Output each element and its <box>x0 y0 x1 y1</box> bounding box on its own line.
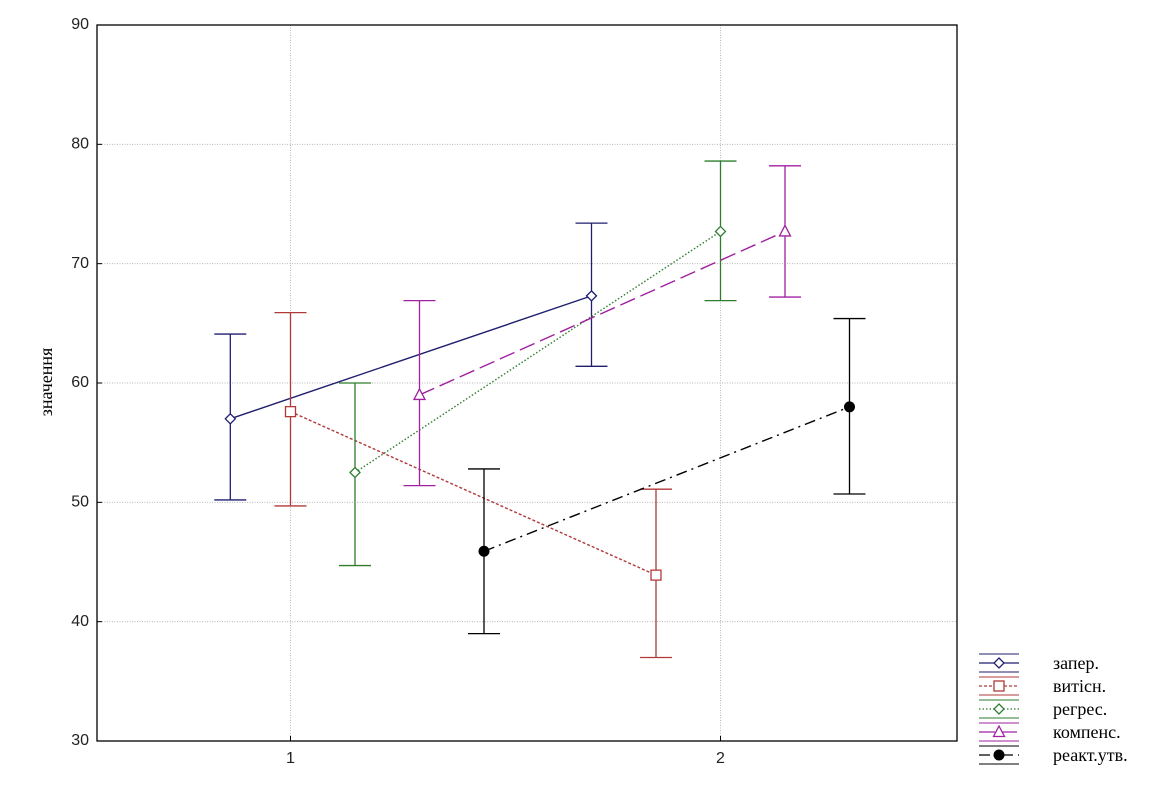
legend-item: регрес. <box>979 699 1107 719</box>
marker <box>585 289 598 302</box>
marker <box>778 224 792 237</box>
marker <box>993 680 1005 692</box>
y-tick-label: 80 <box>71 136 89 153</box>
legend-item: запер. <box>979 653 1099 673</box>
marker <box>993 657 1005 669</box>
y-tick-label: 30 <box>71 732 89 749</box>
legend-label: компенс. <box>1053 722 1121 742</box>
series-3 <box>339 160 737 567</box>
legend-item: витісн. <box>979 676 1106 696</box>
marker <box>844 401 855 413</box>
series-line <box>483 406 850 552</box>
legend-label: витісн. <box>1053 676 1106 696</box>
y-axis-label: значення <box>36 348 56 417</box>
marker <box>349 466 361 479</box>
marker <box>714 225 727 238</box>
plot-area <box>214 160 866 659</box>
series-line <box>354 230 721 474</box>
series-5 <box>468 317 866 635</box>
marker <box>412 387 427 401</box>
series-2 <box>274 311 672 659</box>
axes: 30 40 50 60 70 80 90 1 2 <box>71 16 725 767</box>
series-line <box>419 230 786 396</box>
marker <box>992 724 1006 738</box>
marker <box>478 545 490 557</box>
marker <box>993 749 1005 761</box>
legend-item: компенс. <box>979 722 1121 742</box>
marker <box>650 569 662 581</box>
y-tick-label: 40 <box>71 613 89 630</box>
marker <box>993 703 1005 715</box>
y-tick-label: 70 <box>71 255 89 272</box>
series-4 <box>403 165 801 487</box>
series-line <box>290 411 657 576</box>
x-tick-label: 1 <box>286 750 295 767</box>
legend-item: реакт.утв. <box>979 745 1128 765</box>
legend-label: реакт.утв. <box>1053 745 1128 765</box>
marker <box>224 412 237 425</box>
y-axis-label-box: значення <box>27 297 69 467</box>
x-tick-label: 2 <box>716 750 725 767</box>
legend-label: запер. <box>1053 653 1099 673</box>
y-tick-label: 50 <box>71 494 89 511</box>
legend-label: регрес. <box>1053 699 1107 719</box>
legend: запер. витісн. регрес. компенс. реакт.утв. <box>979 653 1128 765</box>
series-1 <box>214 222 608 501</box>
y-tick-label: 60 <box>71 374 89 391</box>
y-tick-label: 90 <box>71 16 89 33</box>
marker <box>284 405 297 418</box>
